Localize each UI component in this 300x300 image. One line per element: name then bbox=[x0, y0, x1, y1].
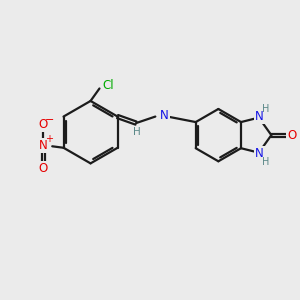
Text: H: H bbox=[262, 157, 270, 166]
Text: O: O bbox=[287, 129, 296, 142]
Text: O: O bbox=[39, 162, 48, 176]
Text: +: + bbox=[45, 134, 53, 144]
Text: N: N bbox=[255, 110, 264, 123]
Text: N: N bbox=[255, 147, 264, 161]
Text: N: N bbox=[39, 139, 48, 152]
Text: O: O bbox=[39, 118, 48, 131]
Text: −: − bbox=[45, 115, 55, 124]
Text: H: H bbox=[133, 127, 141, 137]
Text: H: H bbox=[262, 104, 270, 114]
Text: N: N bbox=[160, 109, 169, 122]
Text: Cl: Cl bbox=[102, 79, 114, 92]
